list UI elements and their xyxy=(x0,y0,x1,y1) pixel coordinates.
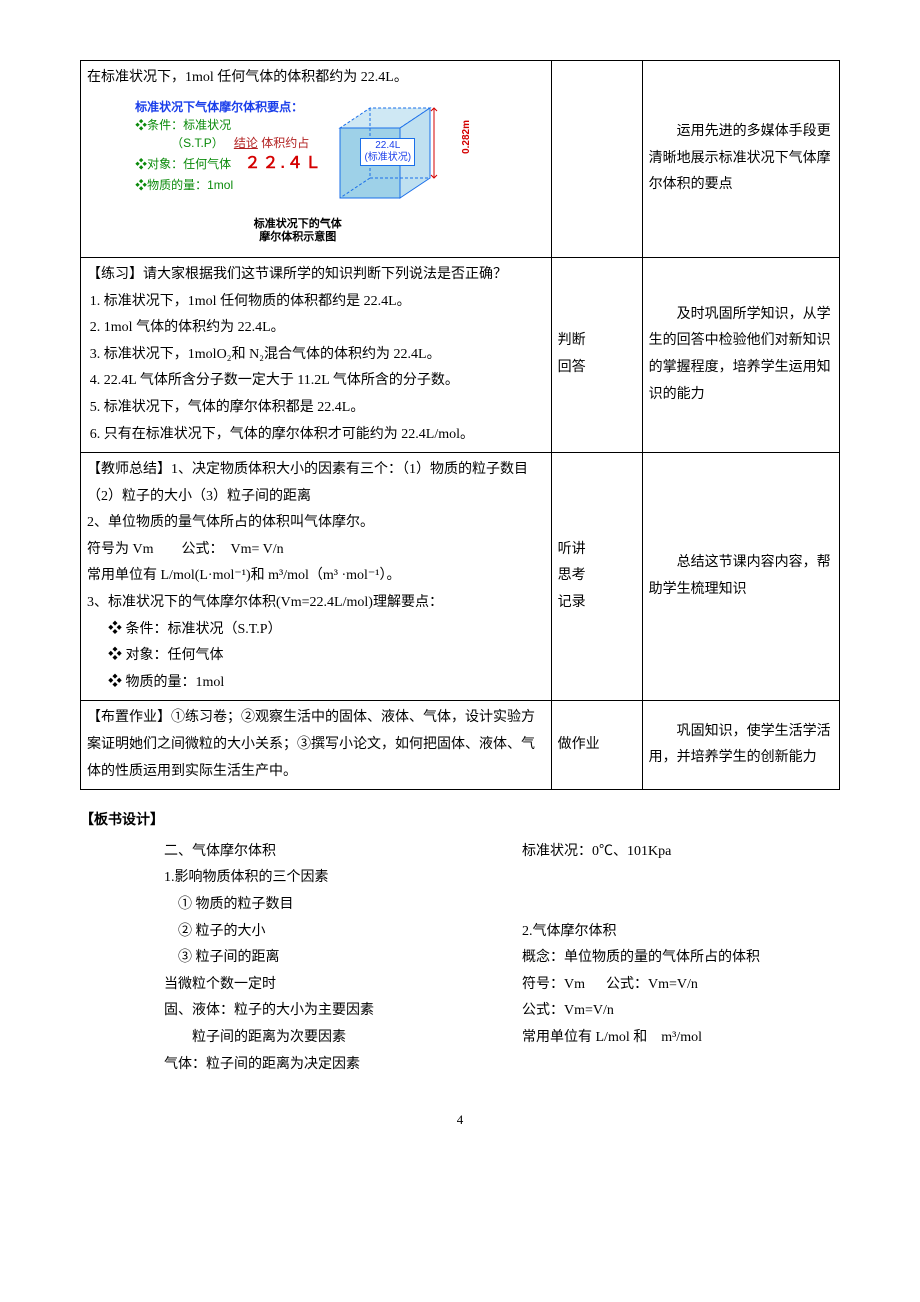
diagram-b1-sub: （S.T.P） xyxy=(135,136,224,150)
row3-p5: 3、标准状况下的气体摩尔体积(Vm=22.4L/mol)理解要点： xyxy=(87,590,545,617)
diagram-title: 标准状况下气体摩尔体积要点： xyxy=(135,98,323,116)
board-left-l2: ① 物质的粒子数目 xyxy=(164,892,482,919)
board-right-r3: 概念：单位物质的量的气体所占的体积 xyxy=(522,945,840,972)
list-item: 条件：标准状况（S.T.P） xyxy=(87,617,545,644)
row2-list: 标准状况下，1mol 任何物质的体积都约是 22.4L。 1mol 气体的体积约… xyxy=(87,289,545,449)
list-item: 22.4L 气体所含分子数一定大于 11.2L 气体所含的分子数。 xyxy=(104,368,545,395)
row2-right-text: 及时巩固所学知识，从学生的回答中检验他们对新知识的掌握程度，培养学生运用知识的能… xyxy=(649,302,833,408)
table-row: 【布置作业】①练习卷；②观察生活中的固体、液体、气体，设计实验方案证明她们之间微… xyxy=(81,701,840,790)
table-row: 【练习】请大家根据我们这节课所学的知识判断下列说法是否正确？ 标准状况下，1mo… xyxy=(81,257,840,452)
row1-right: 运用先进的多媒体手段更清晰地展示标准状况下气体摩尔体积的要点 xyxy=(642,61,839,258)
board-left-h: 二、气体摩尔体积 xyxy=(164,839,482,866)
row4-left: 【布置作业】①练习卷；②观察生活中的固体、液体、气体，设计实验方案证明她们之间微… xyxy=(81,701,552,790)
diagram-b1: ❖条件：标准状况 xyxy=(135,116,323,134)
list-item: 1mol 气体的体积约为 22.4L。 xyxy=(104,315,545,342)
row4-right: 巩固知识，使学生活学活用，并培养学生的创新能力 xyxy=(642,701,839,790)
row3-mid-2: 思考 xyxy=(558,563,636,590)
board-right-col: 标准状况：0℃、101Kpa 2.气体摩尔体积 概念：单位物质的量的气体所占的体… xyxy=(522,839,840,1078)
board-right-r4: 符号：Vm 公式：Vm=V/n xyxy=(522,972,840,999)
board-left-l7: 粒子间的距离为次要因素 xyxy=(164,1025,482,1052)
board-left-l8: 气体：粒子间的距离为决定因素 xyxy=(164,1052,482,1079)
board-left-col: 二、气体摩尔体积 1.影响物质体积的三个因素 ① 物质的粒子数目 ② 粒子的大小… xyxy=(164,839,482,1078)
board-left-l6: 固、液体：粒子的大小为主要因素 xyxy=(164,998,482,1025)
row3-mid-3: 记录 xyxy=(558,590,636,617)
diagram-caption: 标准状况下的气体 摩尔体积示意图 xyxy=(135,218,460,246)
list-item: 物质的量：1mol xyxy=(87,670,545,697)
list-item: 对象：任何气体 xyxy=(87,643,545,670)
diagram-conclusion-text: 体积约占 xyxy=(261,136,309,150)
cube-side-dimension: 0.282m xyxy=(456,120,475,154)
board-right-r4a: 符号：Vm xyxy=(522,977,585,992)
row2-mid-1: 判断 xyxy=(558,328,636,355)
board-right-r1: 标准状况：0℃、101Kpa xyxy=(522,839,840,866)
row3-mid: 听讲 思考 记录 xyxy=(551,453,642,701)
board-design-block: 二、气体摩尔体积 1.影响物质体积的三个因素 ① 物质的粒子数目 ② 粒子的大小… xyxy=(80,839,840,1078)
molar-volume-diagram: 标准状况下气体摩尔体积要点： ❖条件：标准状况 （S.T.P） 结论 体积约占 … xyxy=(135,98,496,246)
diagram-big-value: ２２.４Ｌ xyxy=(244,155,322,172)
row1-right-text: 运用先进的多媒体手段更清晰地展示标准状况下气体摩尔体积的要点 xyxy=(649,119,833,199)
list-item: 标准状况下，1mol 任何物质的体积都约是 22.4L。 xyxy=(104,289,545,316)
row4-mid-text: 做作业 xyxy=(558,732,636,759)
table-row: 在标准状况下，1mol 任何气体的体积都约为 22.4L。 标准状况下气体摩尔体… xyxy=(81,61,840,258)
diagram-b3: ❖物质的量：1mol xyxy=(135,176,323,194)
diagram-bullets: 标准状况下气体摩尔体积要点： ❖条件：标准状况 （S.T.P） 结论 体积约占 … xyxy=(135,98,323,194)
row4-right-text: 巩固知识，使学生活学活用，并培养学生的创新能力 xyxy=(649,719,833,772)
row3-diamond-list: 条件：标准状况（S.T.P） 对象：任何气体 物质的量：1mol xyxy=(87,617,545,697)
board-left-l5: 当微粒个数一定时 xyxy=(164,972,482,999)
board-right-r5: 公式：Vm=V/n xyxy=(522,998,840,1025)
diagram-b2: ❖对象：任何气体 xyxy=(135,157,231,171)
cube-label-line1: 22.4L xyxy=(364,140,411,152)
board-right-r4b: 公式：Vm=V/n xyxy=(606,977,698,992)
row1-left: 在标准状况下，1mol 任何气体的体积都约为 22.4L。 标准状况下气体摩尔体… xyxy=(81,61,552,258)
row2-left: 【练习】请大家根据我们这节课所学的知识判断下列说法是否正确？ 标准状况下，1mo… xyxy=(81,257,552,452)
list-item: 标准状况下，1molO₂和 N₂混合气体的体积约为 22.4L。 xyxy=(104,342,545,369)
board-left-l4: ③ 粒子间的距离 xyxy=(164,945,482,972)
cube-center-label: 22.4L (标准状况) xyxy=(360,138,415,166)
cube-label-line2: (标准状况) xyxy=(364,152,411,164)
row3-p3: 符号为 Vm 公式： Vm= V/n xyxy=(87,537,545,564)
row4-mid: 做作业 xyxy=(551,701,642,790)
board-right-r2: 2.气体摩尔体积 xyxy=(522,919,840,946)
row3-mid-1: 听讲 xyxy=(558,537,636,564)
row3-p2: 2、单位物质的量气体所占的体积叫气体摩尔。 xyxy=(87,510,545,537)
board-right-r6: 常用单位有 L/mol 和 m³/mol xyxy=(522,1025,840,1052)
page-root: 在标准状况下，1mol 任何气体的体积都约为 22.4L。 标准状况下气体摩尔体… xyxy=(0,0,920,1193)
row3-p1: 【教师总结】1、决定物质体积大小的因素有三个：（1）物质的粒子数目（2）粒子的大… xyxy=(87,457,545,510)
list-item: 标准状况下，气体的摩尔体积都是 22.4L。 xyxy=(104,395,545,422)
cube-illustration: 22.4L (标准状况) 0.282m xyxy=(330,98,460,216)
row2-mid: 判断 回答 xyxy=(551,257,642,452)
diagram-caption-1: 标准状况下的气体 xyxy=(254,218,342,230)
list-item: 只有在标准状况下，气体的摩尔体积才可能约为 22.4L/mol。 xyxy=(104,422,545,449)
table-row: 【教师总结】1、决定物质体积大小的因素有三个：（1）物质的粒子数目（2）粒子的大… xyxy=(81,453,840,701)
board-design-heading: 【板书设计】 xyxy=(80,808,840,835)
row2-right: 及时巩固所学知识，从学生的回答中检验他们对新知识的掌握程度，培养学生运用知识的能… xyxy=(642,257,839,452)
row3-right: 总结这节课内容内容，帮助学生梳理知识 xyxy=(642,453,839,701)
board-left-l3: ② 粒子的大小 xyxy=(164,919,482,946)
lesson-table: 在标准状况下，1mol 任何气体的体积都约为 22.4L。 标准状况下气体摩尔体… xyxy=(80,60,840,790)
diagram-caption-2: 摩尔体积示意图 xyxy=(259,231,336,243)
row1-mid xyxy=(551,61,642,258)
page-number: 4 xyxy=(80,1108,840,1133)
row4-left-text: 【布置作业】①练习卷；②观察生活中的固体、液体、气体，设计实验方案证明她们之间微… xyxy=(87,705,545,785)
row2-head: 【练习】请大家根据我们这节课所学的知识判断下列说法是否正确？ xyxy=(87,262,545,289)
diagram-conclusion-label: 结论 xyxy=(234,136,258,150)
board-left-l1: 1.影响物质体积的三个因素 xyxy=(164,865,482,892)
row1-intro-text: 在标准状况下，1mol 任何气体的体积都约为 22.4L。 xyxy=(87,65,545,92)
row3-right-text: 总结这节课内容内容，帮助学生梳理知识 xyxy=(649,550,833,603)
row3-left: 【教师总结】1、决定物质体积大小的因素有三个：（1）物质的粒子数目（2）粒子的大… xyxy=(81,453,552,701)
diagram-container: 标准状况下气体摩尔体积要点： ❖条件：标准状况 （S.T.P） 结论 体积约占 … xyxy=(87,92,545,253)
row3-p4: 常用单位有 L/mol(L·mol⁻¹)和 m³/mol（m³ ·mol⁻¹）。 xyxy=(87,563,545,590)
row2-mid-2: 回答 xyxy=(558,355,636,382)
